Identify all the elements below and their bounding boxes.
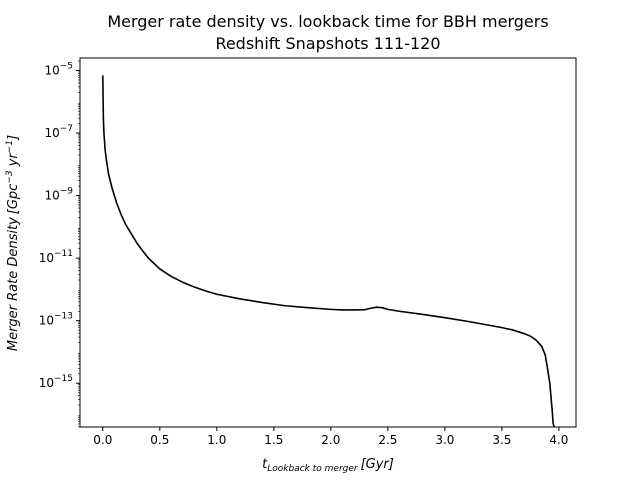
x-axis-label-unit: [Gyr]	[361, 457, 394, 472]
y-axis-label-unit-mid: yr	[6, 152, 21, 171]
x-tick-label: 0.0	[93, 433, 112, 447]
x-axis-label-subscript: Lookback to merger	[267, 464, 359, 474]
y-axis-ticks: 10−5 10−7 10−9 10−11 10−13 10−15	[39, 60, 80, 428]
x-tick-label: 0.5	[150, 433, 169, 447]
x-tick-label: 4.0	[549, 433, 568, 447]
x-tick-label: 2.5	[378, 433, 397, 447]
axes-frame	[79, 57, 577, 428]
x-tick-label: 1.0	[207, 433, 226, 447]
y-axis-label-unit-prefix: [Gpc	[6, 184, 21, 215]
y-tick-label: 10−15	[39, 374, 73, 390]
y-axis-label-exp1: −3	[5, 170, 15, 184]
x-tick-label: 2.0	[321, 433, 340, 447]
x-tick-label: 3.5	[492, 433, 511, 447]
chart-subtitle: Redshift Snapshots 111-120	[215, 34, 441, 53]
chart-title: Merger rate density vs. lookback time fo…	[107, 12, 549, 31]
y-axis-label: Merger Rate Density [Gpc−3 yr−1]	[5, 135, 21, 351]
x-axis-label: tLookback to merger [Gyr]	[262, 457, 394, 474]
y-tick-label: 10−13	[39, 312, 73, 328]
y-axis-label-main: Merger Rate Density	[6, 217, 21, 351]
y-tick-label: 10−5	[44, 62, 73, 78]
x-axis-ticks: 0.0 0.5 1.0 1.5 2.0 2.5 3.0 3.5 4.0	[93, 427, 568, 447]
y-tick-label: 10−7	[44, 124, 73, 140]
series-line-0	[102, 75, 556, 428]
x-tick-label: 1.5	[264, 433, 283, 447]
x-tick-label: 3.0	[435, 433, 454, 447]
y-axis-label-exp2: −1	[5, 140, 15, 153]
y-axis-label-unit-suffix: ]	[6, 135, 21, 141]
plot-area	[102, 75, 556, 428]
y-tick-label: 10−11	[39, 249, 73, 265]
y-tick-label: 10−9	[44, 187, 73, 203]
x-axis-label-symbol: t	[262, 457, 268, 472]
